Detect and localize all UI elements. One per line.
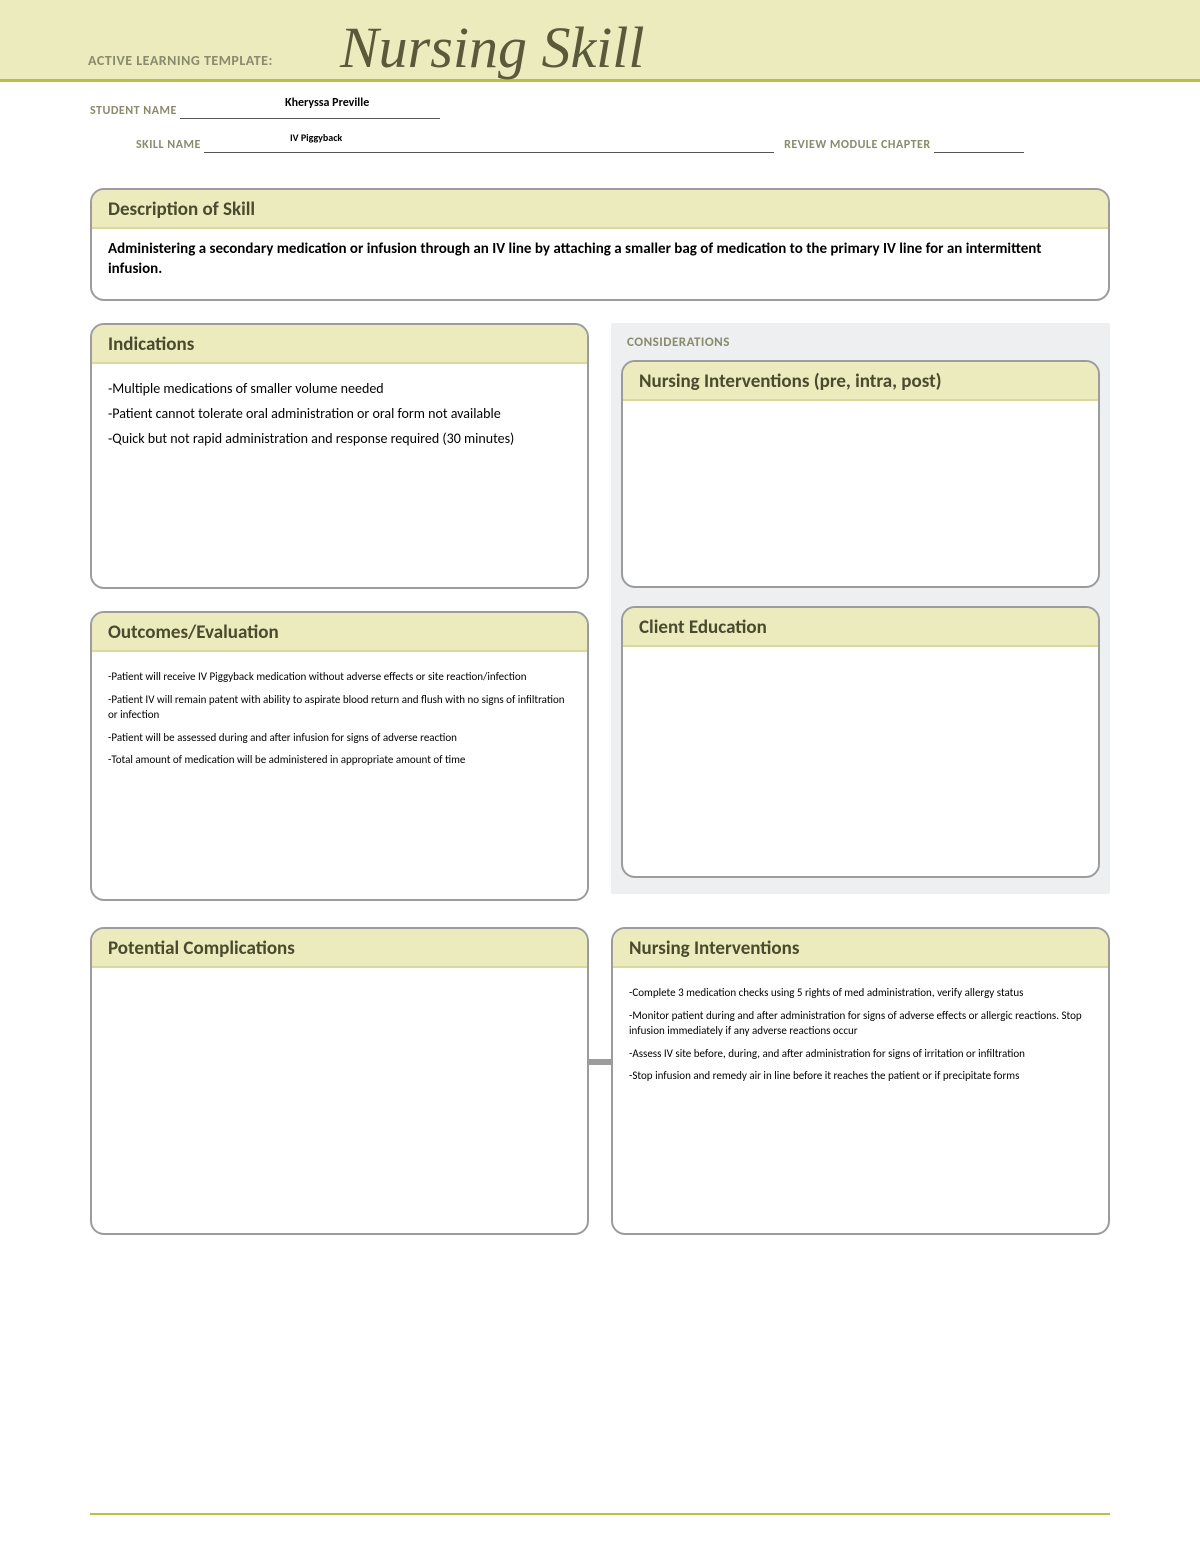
template-title: Nursing Skill xyxy=(340,14,645,81)
description-body: Administering a secondary medication or … xyxy=(92,229,1108,299)
indications-item: -Multiple medications of smaller volume … xyxy=(108,380,571,399)
template-label: ACTIVE LEARNING TEMPLATE: xyxy=(88,52,273,69)
content-area: Description of Skill Administering a sec… xyxy=(0,168,1200,1257)
indications-item: -Quick but not rapid administration and … xyxy=(108,430,571,449)
review-chapter-line xyxy=(934,141,1024,153)
nursing-interventions-item: -Assess IV site before, during, and afte… xyxy=(629,1047,1092,1062)
outcomes-item: -Patient IV will remain patent with abil… xyxy=(108,693,571,723)
indications-title: Indications xyxy=(92,325,587,364)
indications-item: -Patient cannot tolerate oral administra… xyxy=(108,405,571,424)
description-title: Description of Skill xyxy=(92,190,1108,229)
header-banner: ACTIVE LEARNING TEMPLATE: Nursing Skill xyxy=(0,0,1200,82)
considerations-block: CONSIDERATIONS Nursing Interventions (pr… xyxy=(611,323,1110,894)
nursing-interventions-panel: Nursing Interventions -Complete 3 medica… xyxy=(611,927,1110,1235)
skill-name-value: IV Piggyback xyxy=(290,131,342,144)
nursing-interventions-item: -Complete 3 medication checks using 5 ri… xyxy=(629,986,1092,1001)
complications-title: Potential Complications xyxy=(92,929,587,968)
nursing-pre-title: Nursing Interventions (pre, intra, post) xyxy=(623,362,1098,401)
nursing-interventions-title: Nursing Interventions xyxy=(613,929,1108,968)
outcomes-item: -Total amount of medication will be admi… xyxy=(108,753,571,768)
indications-panel: Indications -Multiple medications of sma… xyxy=(90,323,589,589)
meta-fields: STUDENT NAME Kheryssa Preville SKILL NAM… xyxy=(0,82,1200,168)
review-chapter-label: REVIEW MODULE CHAPTER xyxy=(784,138,931,152)
nursing-interventions-item: -Monitor patient during and after admini… xyxy=(629,1009,1092,1039)
client-education-title: Client Education xyxy=(623,608,1098,647)
nursing-interventions-item: -Stop infusion and remedy air in line be… xyxy=(629,1069,1092,1084)
nursing-pre-panel: Nursing Interventions (pre, intra, post) xyxy=(621,360,1100,588)
student-name-label: STUDENT NAME xyxy=(90,104,177,118)
outcomes-panel: Outcomes/Evaluation -Patient will receiv… xyxy=(90,611,589,901)
complications-panel: Potential Complications xyxy=(90,927,589,1235)
outcomes-item: -Patient will receive IV Piggyback medic… xyxy=(108,670,571,685)
client-education-panel: Client Education xyxy=(621,606,1100,878)
outcomes-item: -Patient will be assessed during and aft… xyxy=(108,731,571,746)
skill-name-label: SKILL NAME xyxy=(136,138,201,152)
description-panel: Description of Skill Administering a sec… xyxy=(90,188,1110,301)
footer-rule xyxy=(90,1513,1110,1515)
student-name-value: Kheryssa Preville xyxy=(285,96,369,110)
outcomes-title: Outcomes/Evaluation xyxy=(92,613,587,652)
connector-bar xyxy=(588,1059,612,1065)
considerations-label: CONSIDERATIONS xyxy=(621,323,1100,360)
